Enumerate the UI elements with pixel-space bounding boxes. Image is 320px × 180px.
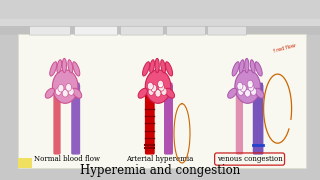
Ellipse shape [57,60,62,73]
Ellipse shape [58,84,64,92]
Ellipse shape [158,84,164,91]
Ellipse shape [165,88,174,98]
Ellipse shape [157,80,164,88]
FancyBboxPatch shape [236,89,243,155]
Text: Normal blood flow: Normal blood flow [34,155,100,163]
FancyBboxPatch shape [75,26,117,35]
FancyBboxPatch shape [164,84,173,155]
FancyBboxPatch shape [236,85,243,100]
Bar [18,34,306,168]
Ellipse shape [228,88,237,98]
Ellipse shape [238,88,244,95]
Ellipse shape [165,62,172,76]
Ellipse shape [145,70,171,103]
Ellipse shape [151,84,157,92]
Ellipse shape [73,62,80,76]
Ellipse shape [255,88,264,98]
Ellipse shape [68,60,73,73]
Ellipse shape [244,89,251,97]
Ellipse shape [55,88,61,95]
Ellipse shape [148,82,153,90]
FancyBboxPatch shape [164,83,172,98]
Ellipse shape [68,88,74,95]
Ellipse shape [72,88,82,98]
Ellipse shape [240,84,246,92]
Ellipse shape [232,62,239,76]
Ellipse shape [161,88,167,95]
FancyBboxPatch shape [253,83,263,98]
Ellipse shape [248,84,254,91]
FancyBboxPatch shape [145,85,154,100]
Ellipse shape [251,88,257,95]
FancyBboxPatch shape [53,89,60,155]
Ellipse shape [155,89,161,97]
FancyBboxPatch shape [207,26,246,35]
Ellipse shape [239,60,244,73]
Ellipse shape [52,70,78,103]
Ellipse shape [45,88,54,98]
Text: venous congestion: venous congestion [217,155,283,163]
Bar [0,0,320,20]
Text: Arterial hyperemia: Arterial hyperemia [126,155,194,163]
Bar [18,158,32,168]
Ellipse shape [235,70,260,103]
Ellipse shape [255,62,262,76]
FancyBboxPatch shape [29,26,70,35]
Ellipse shape [138,88,147,98]
Ellipse shape [155,58,159,73]
Text: Hyperemia and congestion: Hyperemia and congestion [80,164,240,177]
Text: ↑red flow: ↑red flow [272,43,296,54]
FancyBboxPatch shape [121,26,164,35]
Ellipse shape [161,60,165,73]
Ellipse shape [247,80,253,88]
FancyBboxPatch shape [71,84,80,155]
FancyBboxPatch shape [166,26,205,35]
FancyBboxPatch shape [54,85,60,100]
Ellipse shape [50,62,57,76]
Bar [0,26,320,35]
Ellipse shape [250,60,255,73]
Ellipse shape [142,62,150,76]
Ellipse shape [244,58,249,73]
FancyBboxPatch shape [145,89,155,155]
Ellipse shape [62,58,67,73]
Bar [0,19,320,27]
Ellipse shape [66,84,72,91]
Ellipse shape [237,82,243,90]
FancyBboxPatch shape [72,83,80,98]
Ellipse shape [148,88,154,95]
Ellipse shape [150,60,155,73]
FancyBboxPatch shape [253,84,263,155]
Ellipse shape [62,89,68,97]
